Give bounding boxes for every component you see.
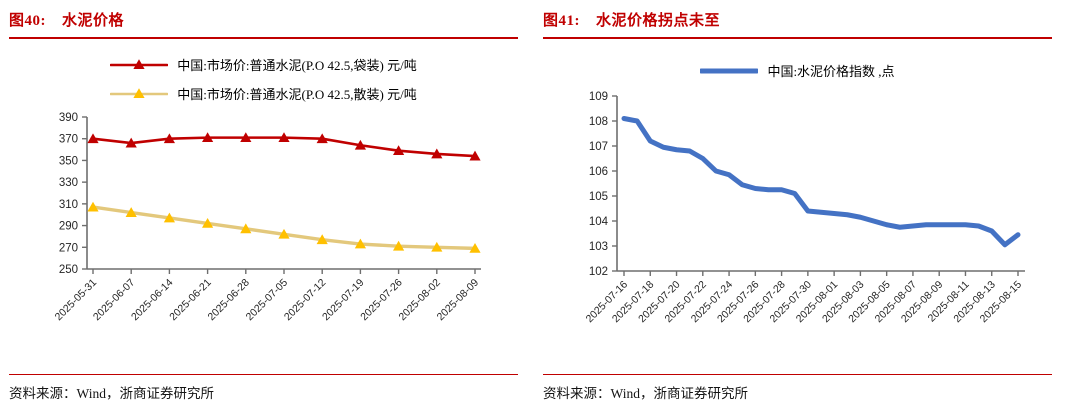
series-marker-triangle (163, 212, 175, 223)
series-marker-triangle (469, 150, 481, 161)
y-axis-label: 102 (589, 266, 608, 278)
series-marker-triangle (469, 242, 481, 253)
legend-label: 中国:市场价:普通水泥(P.O 42.5,散装) 元/吨 (177, 87, 417, 102)
y-axis-label: 109 (589, 91, 608, 103)
figure-title-text: 水泥价格 (62, 13, 125, 29)
series-marker-triangle (125, 137, 137, 148)
figure-41-title: 图41: 水泥价格拐点未至 (543, 9, 1052, 30)
series-marker-triangle (393, 145, 405, 156)
series-line (91, 205, 477, 251)
legend-label: 中国:水泥价格指数 ,点 (767, 64, 895, 79)
x-axis-label: 2025-08-09 (435, 277, 482, 324)
series-marker-triangle (125, 207, 137, 217)
series-marker-triangle (202, 218, 214, 228)
cement-price-chart: 2502702903103303503703902025-05-312025-0… (53, 112, 482, 324)
legend-item: 中国:水泥价格指数 ,点 (700, 61, 895, 80)
series-marker-triangle (278, 228, 290, 239)
series-marker-triangle (278, 132, 290, 143)
series-marker-triangle (87, 201, 99, 212)
figure-title-text: 水泥价格拐点未至 (596, 13, 721, 29)
y-axis-label: 105 (589, 191, 608, 203)
series-marker-triangle (431, 148, 443, 159)
y-axis-label: 270 (59, 242, 78, 254)
y-axis-label: 107 (589, 141, 608, 153)
legend-marker-triangle (133, 88, 145, 98)
series-marker-triangle (431, 241, 443, 252)
cement-price-legend: 中国:市场价:普通水泥(P.O 42.5,袋装) 元/吨 中国:市场价:普通水泥(… (9, 55, 518, 103)
series-marker-triangle (240, 132, 252, 143)
figure-40-title: 图40: 水泥价格 (9, 9, 518, 30)
source-note: 资料来源：Wind，浙商证券研究所 (9, 374, 518, 414)
y-axis-label: 390 (59, 112, 78, 124)
y-axis-label: 310 (59, 199, 78, 211)
series-marker-triangle (354, 238, 366, 249)
series-marker-triangle (354, 139, 366, 150)
title-rule (543, 37, 1052, 39)
y-axis-label: 106 (589, 166, 608, 178)
series-marker-triangle (202, 132, 214, 143)
cement-price-index-chart: 1021031041051061071081092025-07-162025-0… (584, 91, 1025, 325)
legend-marker-triangle (133, 59, 145, 69)
y-axis-label: 103 (589, 241, 608, 253)
y-axis-label: 250 (59, 264, 78, 276)
legend-line-sample (700, 68, 759, 74)
legend-line-sample (110, 88, 169, 98)
series-marker-triangle (240, 223, 252, 234)
figure-number: 图41: (543, 13, 580, 29)
y-axis-label: 290 (59, 221, 78, 233)
series-marker-triangle (163, 133, 175, 144)
y-axis-label: 104 (589, 216, 609, 228)
title-rule (9, 37, 518, 39)
figure-41-panel: 图41: 水泥价格拐点未至 中国:水泥价格指数 ,点 102 103 104 105 10… (534, 0, 1068, 414)
legend-line-sample (110, 59, 169, 69)
x-axis-label-group: 2025-08-09 (435, 277, 482, 324)
legend-item: 中国:市场价:普通水泥(P.O 42.5,袋装) 元/吨 (110, 55, 417, 74)
series-marker-triangle (316, 234, 328, 245)
figure-40-panel: 图40: 水泥价格 中国:市场价:普通水泥(P.O 42.5,袋装) 元/吨 中国:… (9, 9, 518, 414)
y-axis-label: 350 (59, 155, 78, 167)
series-marker-triangle (316, 133, 328, 144)
figure-number: 图40: (9, 13, 46, 29)
legend-item: 中国:市场价:普通水泥(P.O 42.5,散装) 元/吨 (110, 84, 417, 103)
legend-label: 中国:市场价:普通水泥(P.O 42.5,袋装) 元/吨 (177, 58, 417, 73)
source-note: 资料来源：Wind，浙商证券研究所 (543, 374, 1052, 414)
y-axis-label: 370 (59, 134, 78, 146)
series-line (621, 116, 1021, 248)
series-marker-triangle (87, 133, 99, 144)
series-marker-triangle (393, 240, 405, 251)
y-axis-label: 108 (589, 116, 608, 128)
cement-index-legend: 中国:水泥价格指数 ,点 (543, 61, 1052, 80)
y-axis-label: 330 (59, 177, 78, 189)
